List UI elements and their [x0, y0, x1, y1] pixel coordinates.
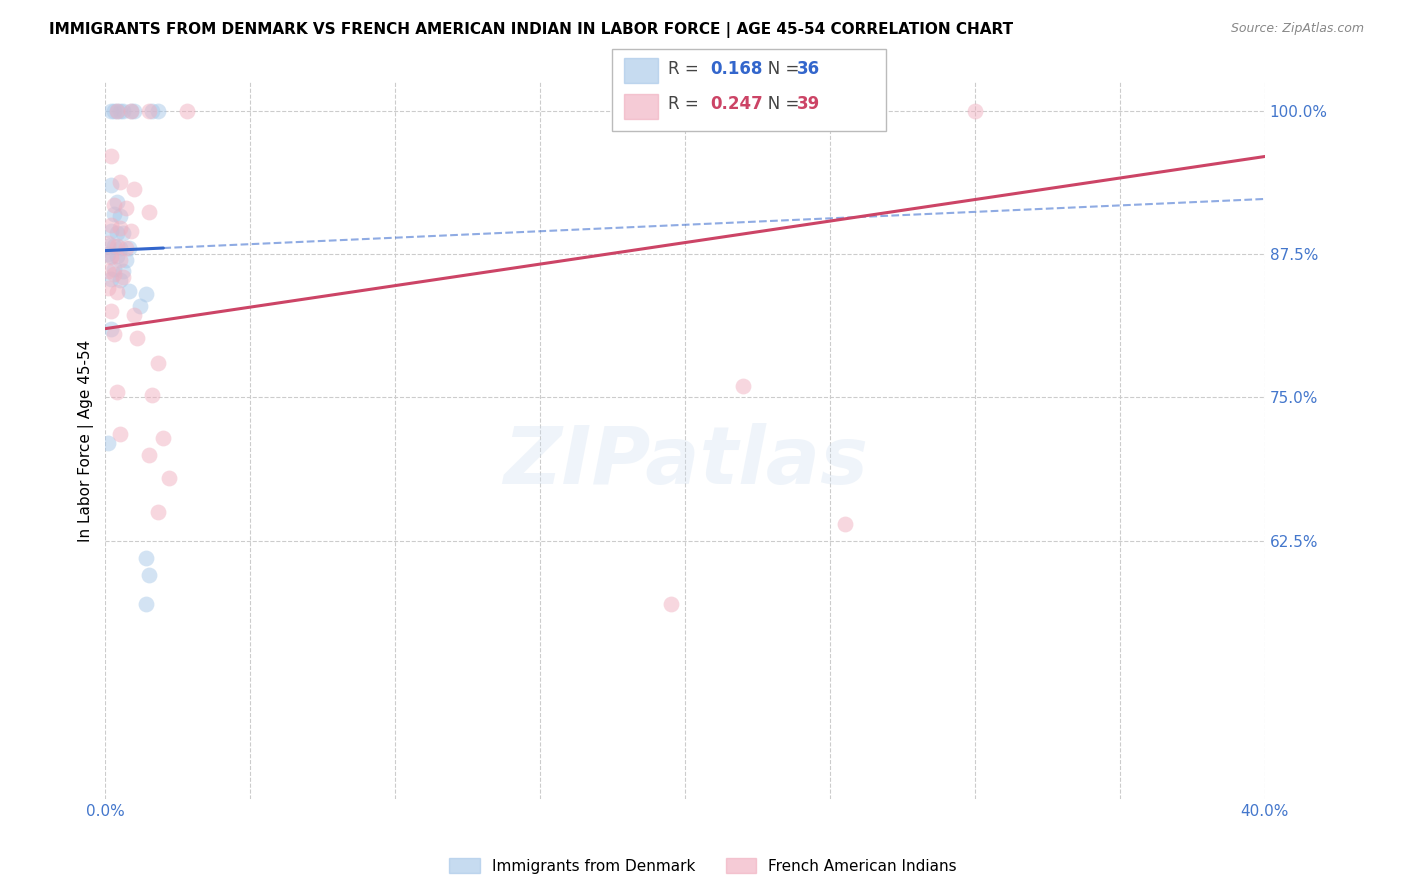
- Point: [108, 220, 131, 235]
- Point: [100, 103, 122, 118]
- Point: [141, 388, 163, 402]
- Point: [97, 239, 120, 253]
- Text: ZIPatlas: ZIPatlas: [502, 423, 868, 501]
- Point: [135, 551, 157, 566]
- Point: [834, 516, 856, 531]
- Point: [105, 239, 128, 253]
- Point: [108, 427, 131, 442]
- Point: [108, 273, 131, 287]
- Point: [111, 103, 134, 118]
- Y-axis label: In Labor Force | Age 45-54: In Labor Force | Age 45-54: [79, 339, 94, 541]
- Point: [127, 331, 149, 345]
- Point: [124, 103, 146, 118]
- Point: [963, 103, 986, 118]
- Text: Source: ZipAtlas.com: Source: ZipAtlas.com: [1230, 22, 1364, 36]
- Point: [105, 103, 128, 118]
- Point: [103, 327, 125, 342]
- Point: [135, 287, 157, 301]
- Point: [105, 249, 128, 263]
- Text: N =: N =: [752, 60, 804, 78]
- Point: [111, 270, 134, 285]
- Point: [100, 178, 122, 193]
- Point: [100, 272, 122, 286]
- Text: R =: R =: [668, 60, 704, 78]
- Text: 39: 39: [797, 95, 821, 113]
- Point: [108, 103, 131, 118]
- Point: [100, 149, 122, 163]
- Point: [157, 471, 180, 485]
- Point: [124, 181, 146, 195]
- Point: [733, 379, 755, 393]
- Point: [114, 252, 136, 267]
- Point: [138, 448, 160, 462]
- Point: [97, 436, 120, 450]
- Point: [100, 321, 122, 335]
- Point: [135, 597, 157, 611]
- Point: [103, 267, 125, 281]
- Point: [97, 247, 120, 261]
- Point: [146, 356, 169, 370]
- Point: [146, 103, 169, 118]
- Text: N =: N =: [752, 95, 804, 113]
- Point: [138, 568, 160, 582]
- Point: [97, 281, 120, 295]
- Point: [117, 284, 139, 298]
- Point: [176, 103, 198, 118]
- Point: [100, 219, 122, 233]
- Point: [138, 204, 160, 219]
- Point: [152, 431, 174, 445]
- Text: 36: 36: [797, 60, 820, 78]
- Point: [108, 241, 131, 255]
- Point: [100, 249, 122, 263]
- Point: [138, 103, 160, 118]
- Point: [659, 597, 682, 611]
- Point: [100, 251, 122, 265]
- Point: [124, 308, 146, 322]
- Point: [105, 285, 128, 299]
- Point: [117, 241, 139, 255]
- Point: [111, 264, 134, 278]
- Point: [97, 235, 120, 250]
- Point: [129, 299, 152, 313]
- Point: [105, 227, 128, 241]
- Point: [121, 224, 143, 238]
- Point: [103, 262, 125, 277]
- Point: [121, 103, 143, 118]
- Point: [114, 201, 136, 215]
- Point: [105, 384, 128, 399]
- Point: [103, 207, 125, 221]
- Text: R =: R =: [668, 95, 704, 113]
- Point: [141, 103, 163, 118]
- Point: [100, 304, 122, 318]
- Point: [105, 103, 128, 118]
- Point: [108, 252, 131, 267]
- Point: [114, 241, 136, 255]
- Point: [103, 197, 125, 211]
- Point: [103, 103, 125, 118]
- Point: [121, 103, 143, 118]
- Text: IMMIGRANTS FROM DENMARK VS FRENCH AMERICAN INDIAN IN LABOR FORCE | AGE 45-54 COR: IMMIGRANTS FROM DENMARK VS FRENCH AMERIC…: [49, 22, 1014, 38]
- Point: [105, 195, 128, 210]
- Text: 0.168: 0.168: [710, 60, 762, 78]
- Point: [146, 505, 169, 519]
- Point: [103, 239, 125, 253]
- Text: 0.247: 0.247: [710, 95, 763, 113]
- Point: [111, 227, 134, 241]
- Legend: Immigrants from Denmark, French American Indians: Immigrants from Denmark, French American…: [443, 852, 963, 880]
- Point: [108, 209, 131, 223]
- Point: [108, 175, 131, 189]
- Point: [97, 264, 120, 278]
- Point: [100, 224, 122, 238]
